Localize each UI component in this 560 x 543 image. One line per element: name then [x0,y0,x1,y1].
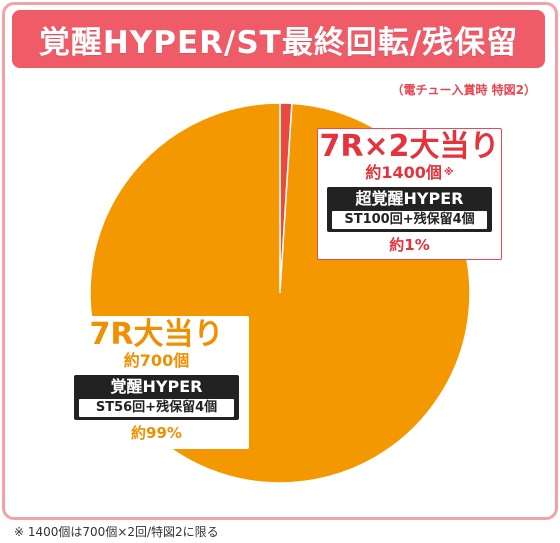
callout-7r-x2-title: 7R×2大当り [319,129,500,164]
callout-7r-mode: 覚醒HYPER [110,377,203,396]
callout-7r-mode-detail: ST56回+残保留4個 [79,399,234,417]
title-bar: 覚醒HYPER/ST最終回転/残保留 [12,10,545,68]
callout-7r-x2-mode-detail: ST100回+残保留4個 [332,211,487,229]
callout-7r-percent: 約99% [131,424,182,442]
callout-7r-x2-balls-mark: ※ [443,167,454,178]
footnote: ※ 1400個は700個×2回/特図2に限る [14,525,219,539]
callout-7r-x2-mode-box: 超覚醒HYPER ST100回+残保留4個 [327,187,492,232]
callout-7r-x2-mode: 超覚醒HYPER [355,189,464,208]
callout-7r-title: 7R大当り [89,317,224,352]
callout-7r-x2-balls-value: 約1400個 [365,163,442,182]
chart-title: 覚醒HYPER/ST最終回転/残保留 [38,24,519,61]
callout-7r: 7R大当り 約700個 覚醒HYPER ST56回+残保留4個 約99% [64,316,249,449]
callout-7r-mode-box: 覚醒HYPER ST56回+残保留4個 [74,375,239,420]
callout-7r-x2-percent: 約1% [389,236,430,254]
callout-7r-x2: 7R×2大当り 約1400個 ※ 超覚醒HYPER ST100回+残保留4個 約1… [317,128,502,260]
condition-note: （電チュー入賞時 特図2） [391,83,536,97]
callout-7r-balls: 約700個 [123,351,190,370]
callout-7r-x2-balls: 約1400個 ※ [365,163,453,183]
